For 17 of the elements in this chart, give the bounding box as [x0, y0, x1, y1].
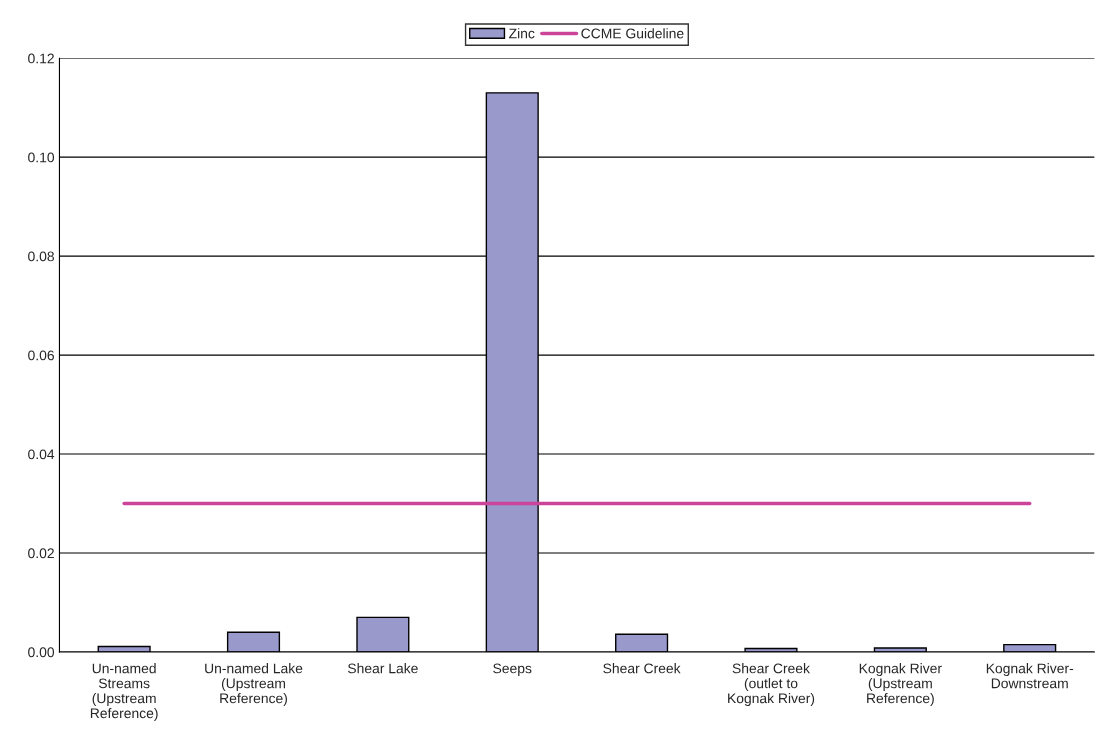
y-tick-label: 0.02	[28, 548, 54, 559]
x-tick-label: Un-named Streams (Upstream Reference)	[90, 663, 158, 721]
y-tick-label: 0.04	[28, 449, 55, 460]
x-tick-label: Seeps	[493, 663, 532, 677]
x-tick-label: Un-named Lake (Upstream Reference)	[205, 663, 303, 706]
y-tick-label: 0.06	[28, 350, 54, 361]
x-tick-label: Shear Creek	[603, 663, 681, 674]
y-tick-label: 0.00	[28, 647, 55, 658]
x-tick-label: Shear Lake	[347, 663, 418, 674]
y-tick-label: 0.10	[28, 152, 55, 163]
y-tick-label: 0.08	[28, 251, 54, 262]
x-tick-label: Kognak River-Downstream	[986, 663, 1074, 689]
y-tick-label: 0.12	[28, 53, 54, 64]
x-tick-label: Kognak River (Upstream Reference)	[859, 663, 942, 706]
legend-label: Zinc	[509, 28, 535, 39]
x-tick-label: Shear Creek (outlet to Kognak River)	[728, 663, 815, 706]
legend-label: CCME Guideline	[581, 28, 684, 39]
